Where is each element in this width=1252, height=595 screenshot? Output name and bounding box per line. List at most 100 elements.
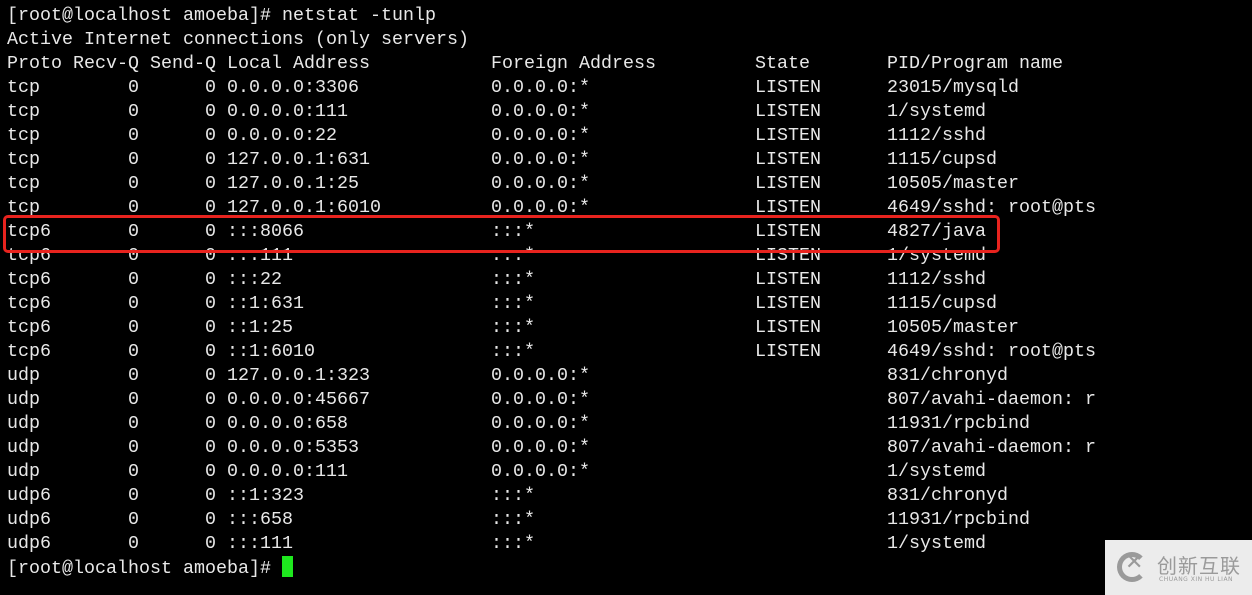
watermark-logo-icon xyxy=(1117,552,1147,582)
table-row: udp6 0 0:::111:::* 1/systemd xyxy=(7,532,1207,556)
cell-pid-program: 1115/cupsd xyxy=(887,293,997,314)
cell-recvq: 0 xyxy=(128,461,139,482)
cell-pid-program: 807/avahi-daemon: r xyxy=(887,389,1096,410)
cell-proto: tcp6 xyxy=(7,293,51,314)
cell-local-address: ::1:631 xyxy=(227,293,304,314)
cell-recvq: 0 xyxy=(128,197,139,218)
cell-recvq: 0 xyxy=(128,149,139,170)
cell-foreign-address: 0.0.0.0:* xyxy=(491,77,590,98)
cell-local-address: 0.0.0.0:3306 xyxy=(227,77,359,98)
table-row: tcp 0 0 127.0.0.1:631 0.0.0.0:* LISTEN 1115/cu… xyxy=(7,148,1207,172)
final-prompt: [root@localhost amoeba]# xyxy=(7,558,282,579)
cell-sendq: 0 xyxy=(205,317,216,338)
cell-foreign-address: 0.0.0.0:* xyxy=(491,389,590,410)
highlight-box xyxy=(3,215,1000,253)
cell-state: LISTEN xyxy=(755,269,821,290)
table-row: tcp6 0 0:::22:::* LISTEN 1112/sshd xyxy=(7,268,1207,292)
cell-recvq: 0 xyxy=(128,341,139,362)
watermark-text: 创新互联 xyxy=(1157,554,1241,578)
cursor xyxy=(281,556,293,577)
cell-sendq: 0 xyxy=(205,365,216,386)
cell-pid-program: 10505/master xyxy=(887,173,1019,194)
cell-sendq: 0 xyxy=(205,197,216,218)
cell-recvq: 0 xyxy=(128,365,139,386)
cell-pid-program: 1/systemd xyxy=(887,101,986,122)
cell-proto: tcp6 xyxy=(7,341,51,362)
cell-sendq: 0 xyxy=(205,173,216,194)
cell-state: LISTEN xyxy=(755,173,821,194)
table-row: tcp 0 0 127.0.0.1:6010 0.0.0.0:* LISTEN 4649/s… xyxy=(7,196,1207,220)
cell-recvq: 0 xyxy=(128,413,139,434)
watermark-subtext: CHUANG XIN HU LIAN xyxy=(1159,576,1234,583)
table-row: udp 0 0 127.0.0.1:323 0.0.0.0:* 831/chronyd xyxy=(7,364,1207,388)
cell-recvq: 0 xyxy=(128,101,139,122)
cell-local-address: 127.0.0.1:323 xyxy=(227,365,370,386)
header-sendq: Send-Q xyxy=(150,53,216,74)
cell-pid-program: 1/systemd xyxy=(887,533,986,554)
final-prompt-line: [root@localhost amoeba]# xyxy=(7,556,293,580)
table-header: Proto Recv-Q Send-Q Local Address Foreig… xyxy=(7,52,1207,76)
cell-local-address: 127.0.0.1:25 xyxy=(227,173,359,194)
watermark: ✕ 创新互联 CHUANG XIN HU LIAN xyxy=(1105,540,1252,595)
cell-sendq: 0 xyxy=(205,485,216,506)
table-row: udp 0 0 0.0.0.0:658 0.0.0.0:* 11931/rpcbind xyxy=(7,412,1207,436)
cell-proto: tcp xyxy=(7,149,40,170)
header-proto: Proto xyxy=(7,53,62,74)
cell-proto: udp6 xyxy=(7,509,51,530)
cell-local-address: ::1:25 xyxy=(227,317,293,338)
cell-foreign-address: :::* xyxy=(491,533,535,554)
cell-proto: tcp6 xyxy=(7,221,51,242)
cell-pid-program: 4827/java xyxy=(887,221,986,242)
cell-proto: tcp6 xyxy=(7,317,51,338)
cell-sendq: 0 xyxy=(205,533,216,554)
cell-pid-program: 831/chronyd xyxy=(887,485,1008,506)
output-heading: Active Internet connections (only server… xyxy=(7,29,469,50)
cell-pid-program: 11931/rpcbind xyxy=(887,509,1030,530)
cell-pid-program: 831/chronyd xyxy=(887,365,1008,386)
cell-proto: tcp xyxy=(7,173,40,194)
cell-foreign-address: :::* xyxy=(491,485,535,506)
cell-pid-program: 11931/rpcbind xyxy=(887,413,1030,434)
command-line: [root@localhost amoeba]# netstat -tunlp xyxy=(7,5,436,26)
cell-local-address: 0.0.0.0:111 xyxy=(227,461,348,482)
header-recvq: Recv-Q xyxy=(73,53,139,74)
cell-pid-program: 1/systemd xyxy=(887,461,986,482)
cell-state: LISTEN xyxy=(755,149,821,170)
header-foreign-address: Foreign Address xyxy=(491,53,656,74)
cell-local-address: ::1:323 xyxy=(227,485,304,506)
cell-local-address: 0.0.0.0:22 xyxy=(227,125,337,146)
cell-state: LISTEN xyxy=(755,221,821,242)
cell-foreign-address: :::* xyxy=(491,269,535,290)
cell-sendq: 0 xyxy=(205,509,216,530)
cell-foreign-address: 0.0.0.0:* xyxy=(491,437,590,458)
cell-recvq: 0 xyxy=(128,221,139,242)
cell-pid-program: 4649/sshd: root@pts xyxy=(887,341,1096,362)
cell-recvq: 0 xyxy=(128,269,139,290)
cell-recvq: 0 xyxy=(128,485,139,506)
cell-proto: udp xyxy=(7,389,40,410)
cell-proto: udp xyxy=(7,365,40,386)
cell-state: LISTEN xyxy=(755,317,821,338)
cell-recvq: 0 xyxy=(128,509,139,530)
cell-local-address: 127.0.0.1:631 xyxy=(227,149,370,170)
cell-sendq: 0 xyxy=(205,125,216,146)
cell-recvq: 0 xyxy=(128,389,139,410)
cell-proto: udp xyxy=(7,437,40,458)
cell-proto: tcp6 xyxy=(7,269,51,290)
cell-foreign-address: 0.0.0.0:* xyxy=(491,461,590,482)
cell-foreign-address: :::* xyxy=(491,509,535,530)
cell-foreign-address: :::* xyxy=(491,317,535,338)
cell-sendq: 0 xyxy=(205,77,216,98)
cell-pid-program: 4649/sshd: root@pts xyxy=(887,197,1096,218)
cell-state: LISTEN xyxy=(755,125,821,146)
table-row: tcp 0 0 127.0.0.1:25 0.0.0.0:* LISTEN 10505/ma… xyxy=(7,172,1207,196)
cell-local-address: 127.0.0.1:6010 xyxy=(227,197,381,218)
table-row: udp6 0 0::1:323:::* 831/chronyd xyxy=(7,484,1207,508)
table-row: udp6 0 0:::658:::* 11931/rpcbind xyxy=(7,508,1207,532)
watermark-x-icon: ✕ xyxy=(1125,550,1144,575)
cell-pid-program: 1115/cupsd xyxy=(887,149,997,170)
cell-foreign-address: 0.0.0.0:* xyxy=(491,365,590,386)
cell-state: LISTEN xyxy=(755,101,821,122)
cell-pid-program: 1112/sshd xyxy=(887,125,986,146)
table-row: tcp6 0 0:::8066:::* LISTEN 4827/java xyxy=(7,220,1207,244)
